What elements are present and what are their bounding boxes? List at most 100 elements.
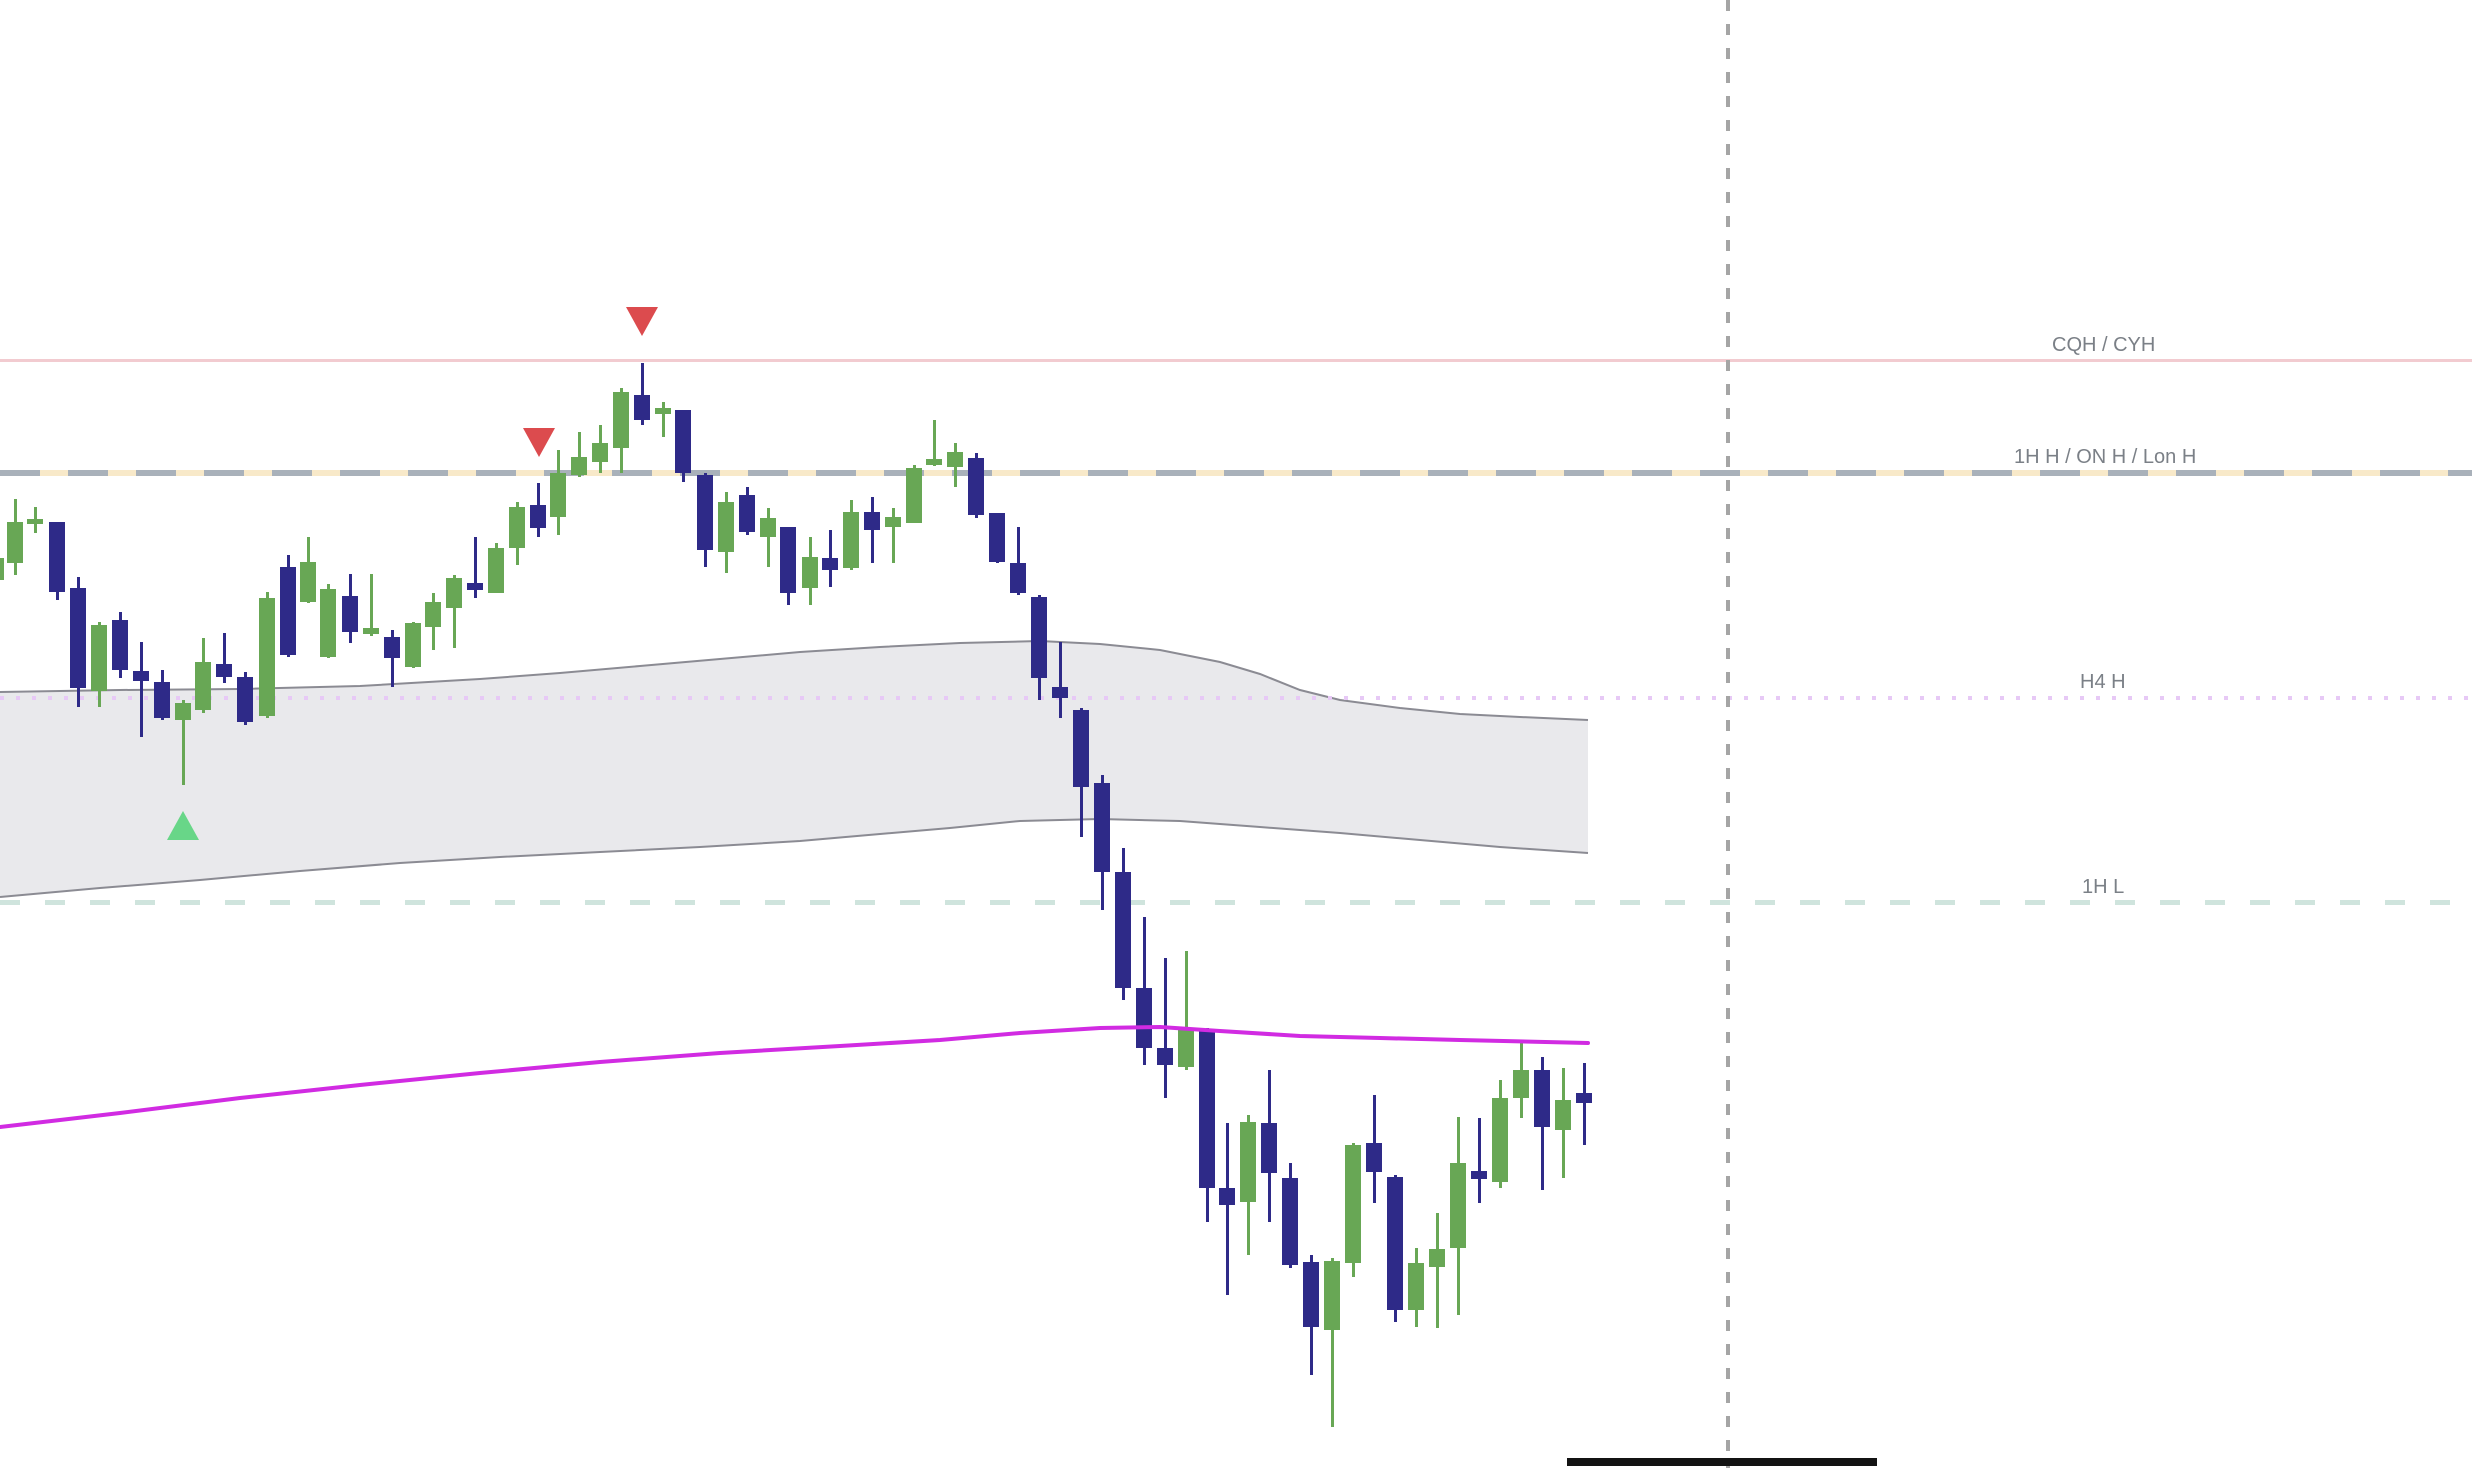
sell-signal-triangle-down-icon <box>626 307 658 336</box>
candle-wick <box>222 633 226 683</box>
candle-wick <box>661 402 665 437</box>
candle-body <box>1345 1145 1361 1263</box>
candle-body <box>280 567 296 655</box>
candle-wick <box>640 363 644 425</box>
candle-wick <box>1225 1123 1229 1295</box>
session-break-bar <box>1567 1458 1877 1466</box>
candle-wick <box>1016 527 1020 595</box>
candle-body <box>675 410 691 473</box>
candle-body <box>154 682 170 718</box>
candle-body <box>425 602 441 627</box>
candle-body <box>300 562 316 602</box>
candle-body <box>906 468 922 523</box>
buy-signal-triangle-up-icon <box>167 811 199 840</box>
candle-body <box>446 578 462 608</box>
candle-body <box>509 507 525 548</box>
candle-body <box>780 527 796 593</box>
candle-body <box>7 522 23 563</box>
sell-signal-triangle-down-icon <box>523 428 555 457</box>
level-label-1h-on-lon-h: 1H H / ON H / Lon H <box>2014 446 2197 468</box>
candle-body <box>405 623 421 667</box>
level-line-h4-h <box>0 696 2472 700</box>
candle-body <box>1031 597 1047 678</box>
candle-body <box>112 620 128 670</box>
candle-body <box>530 505 546 528</box>
level-label-h4-h: H4 H <box>2080 671 2126 693</box>
candle-body <box>989 513 1005 562</box>
candle-body <box>1429 1249 1445 1267</box>
candle-wick <box>870 497 874 563</box>
candle-body <box>1303 1262 1319 1327</box>
candle-body <box>613 392 629 448</box>
candle-wick <box>577 432 581 477</box>
candle-body <box>0 558 4 580</box>
candle-body <box>550 473 566 517</box>
candle-body <box>634 395 650 420</box>
candle-body <box>802 557 818 588</box>
candle-body <box>1261 1123 1277 1173</box>
candle-body <box>1387 1177 1403 1310</box>
candle-body <box>739 495 755 532</box>
candle-body <box>864 512 880 530</box>
candle-body <box>843 512 859 568</box>
candle-body <box>947 452 963 467</box>
candle-body <box>363 628 379 634</box>
candle-body <box>342 596 358 632</box>
level-line-cqh-cyh <box>0 359 2472 362</box>
candle-body <box>91 625 107 691</box>
candle-wick <box>452 575 456 648</box>
candle-body <box>1408 1263 1424 1310</box>
candle-body <box>1115 872 1131 988</box>
candle-wick <box>766 508 770 567</box>
candle-wick <box>1435 1213 1439 1328</box>
candle-body <box>320 589 336 657</box>
candle-body <box>1052 687 1068 698</box>
candle-wick <box>473 537 477 598</box>
candle-body <box>1010 563 1026 593</box>
candle-body <box>1094 783 1110 872</box>
candle-wick <box>1477 1118 1481 1203</box>
level-line-1h-on-lon-h <box>0 470 2472 476</box>
candle-body <box>1471 1171 1487 1179</box>
candle-wick <box>891 508 895 563</box>
candle-wick <box>1058 642 1062 718</box>
candle-body <box>697 475 713 550</box>
candle-body <box>133 671 149 681</box>
candle-body <box>1450 1163 1466 1248</box>
candle-body <box>216 664 232 677</box>
candle-body <box>384 637 400 658</box>
candle-body <box>27 519 43 524</box>
candle-body <box>926 459 942 465</box>
candle-body <box>655 408 671 414</box>
candle-wick <box>1184 951 1188 1070</box>
candle-body <box>237 677 253 722</box>
candle-body <box>467 583 483 590</box>
candle-body <box>760 518 776 537</box>
candle-body <box>195 662 211 710</box>
candle-body <box>968 458 984 515</box>
candle-body <box>1073 710 1089 787</box>
candle-wick <box>139 642 143 737</box>
candle-body <box>1240 1122 1256 1202</box>
candle-body <box>49 522 65 592</box>
candle-body <box>1366 1143 1382 1172</box>
candle-body <box>1219 1188 1235 1205</box>
level-label-cqh-cyh: CQH / CYH <box>2052 334 2156 356</box>
candle-wick <box>390 630 394 687</box>
candle-body <box>885 517 901 527</box>
level-line-1h-l <box>0 900 2472 905</box>
session-divider-dashed-line <box>1726 0 1730 1468</box>
candle-body <box>488 548 504 593</box>
candle-body <box>1324 1261 1340 1330</box>
candle-body <box>571 457 587 475</box>
candle-body <box>175 703 191 720</box>
candle-body <box>718 502 734 552</box>
candle-wick <box>1330 1258 1334 1427</box>
candle-wick <box>181 700 185 785</box>
candle-body <box>70 588 86 688</box>
candle-body <box>822 558 838 570</box>
candle-body <box>1282 1178 1298 1265</box>
level-label-1h-l: 1H L <box>2082 876 2125 898</box>
